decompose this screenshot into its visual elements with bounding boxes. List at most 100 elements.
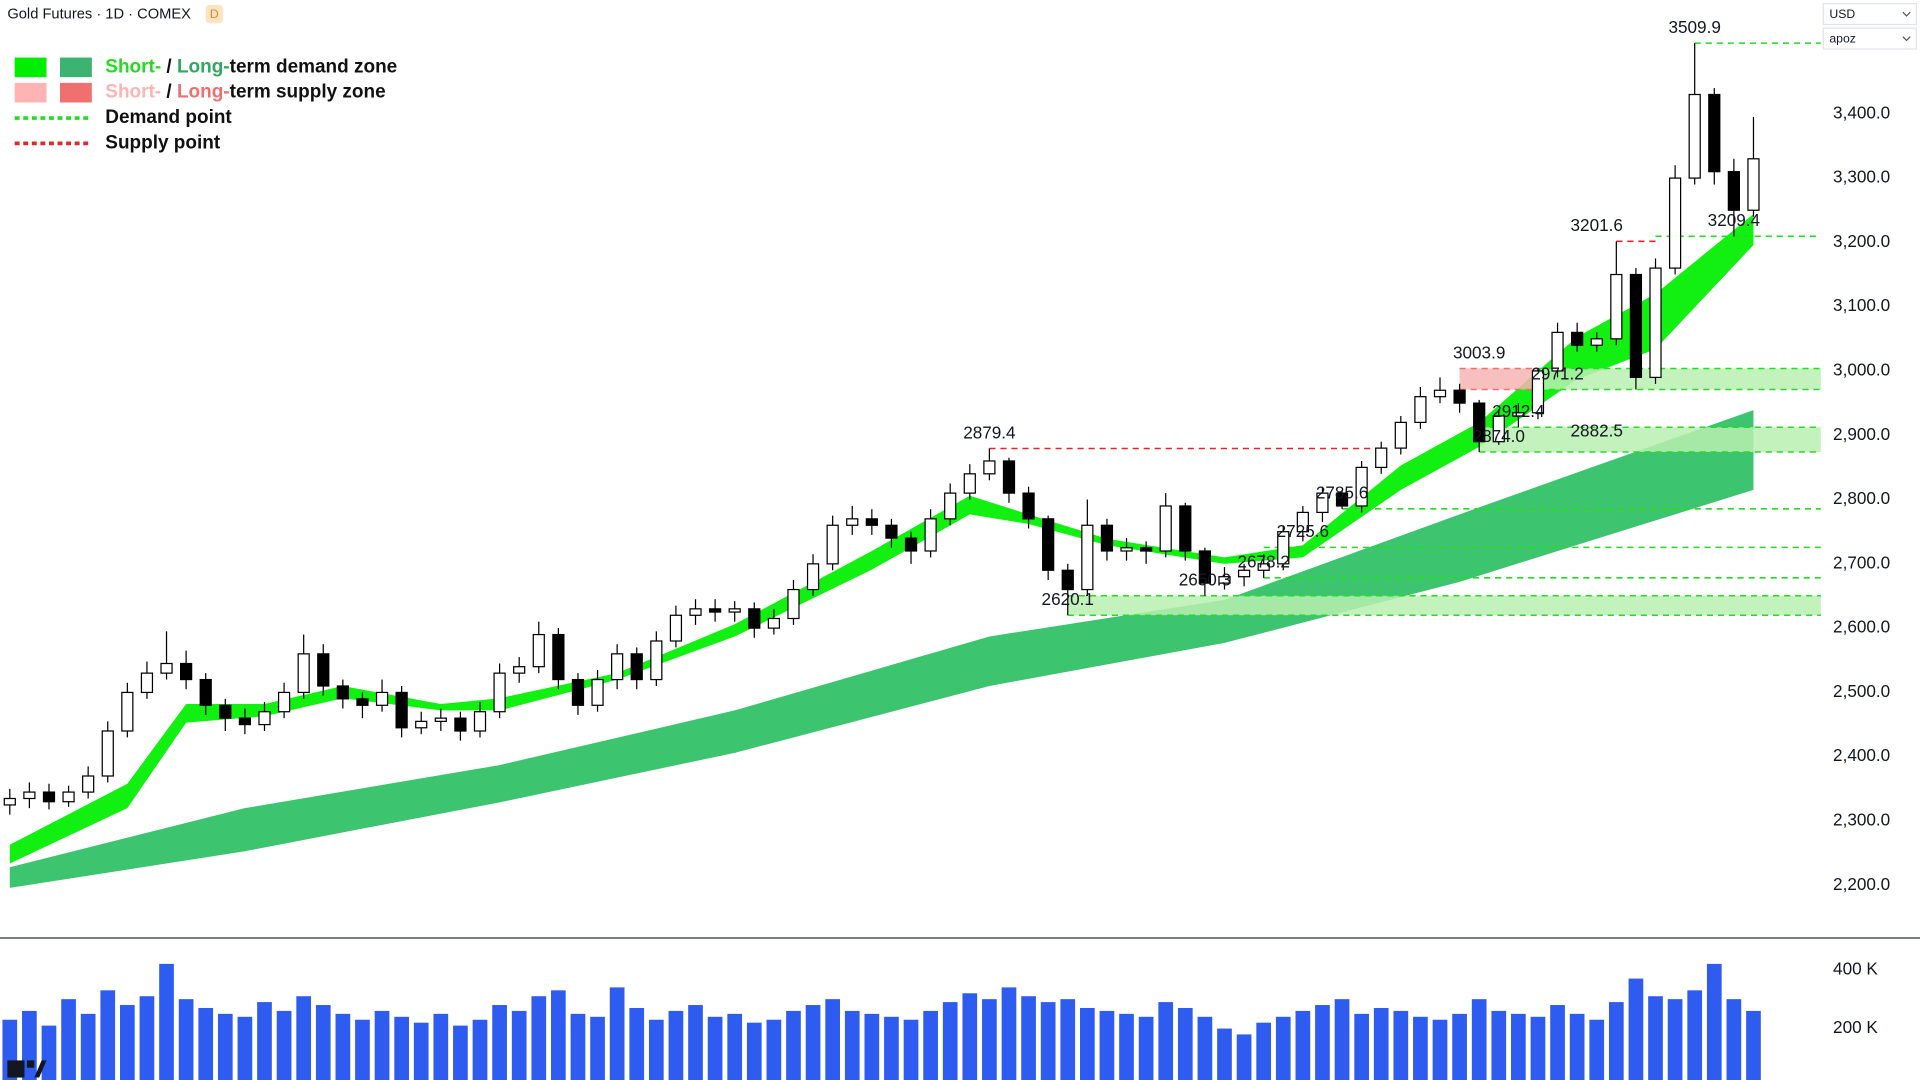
- logo-part: [26, 1060, 35, 1068]
- volume-bar: [727, 1013, 743, 1080]
- bands-layer: [9, 214, 1754, 888]
- volume-bar: [844, 1010, 860, 1080]
- candle-body: [199, 678, 212, 706]
- candle-body: [62, 791, 75, 803]
- candle-body: [1042, 518, 1055, 571]
- volume-tick-label: 200 K: [1833, 1017, 1878, 1037]
- volume-bar: [825, 999, 840, 1080]
- candle-body: [317, 653, 330, 687]
- logo: [7, 1060, 47, 1078]
- dropdown-arrow: [1902, 11, 1911, 17]
- level-label: 2785.6: [1316, 483, 1368, 503]
- volume-bar: [1040, 1002, 1056, 1080]
- volume-bar: [1706, 963, 1722, 1080]
- volume-bar: [668, 1010, 684, 1080]
- candle-body: [1277, 531, 1290, 565]
- candle-body: [1237, 569, 1251, 578]
- candle-body: [1022, 492, 1035, 520]
- volume-bar: [198, 1007, 214, 1080]
- legend-text: term supply zone: [230, 82, 386, 103]
- candle-body: [767, 617, 780, 629]
- level-label: 3201.6: [1571, 215, 1623, 235]
- badge: D: [210, 7, 219, 21]
- volume-bar: [1608, 1002, 1624, 1080]
- volume-bar: [1354, 1013, 1369, 1080]
- demand-zone: [1067, 595, 1821, 616]
- candle-body: [415, 720, 428, 729]
- y-tick-label: 2,200.0: [1833, 874, 1890, 894]
- candle-body: [806, 563, 820, 591]
- y-tick-label: 3,400.0: [1833, 102, 1890, 122]
- legend-text: /: [161, 56, 177, 77]
- volume-bar: [1491, 1010, 1507, 1080]
- y-tick-label: 2,400.0: [1833, 745, 1890, 765]
- volume-bar: [590, 1016, 605, 1080]
- candle-body: [1120, 547, 1133, 552]
- volume-bar: [1080, 1007, 1095, 1080]
- volume-bar: [805, 1005, 821, 1080]
- volume-bar: [551, 990, 566, 1080]
- candle-body: [1061, 569, 1074, 591]
- volume-bar: [942, 1002, 958, 1080]
- candle-body: [493, 672, 506, 713]
- volume-bar: [746, 1022, 762, 1080]
- y-tick-label: 2,900.0: [1833, 424, 1890, 444]
- candle-body: [277, 691, 291, 713]
- candle-body: [885, 524, 898, 539]
- candle-body: [121, 691, 134, 732]
- volume-bar: [1432, 1019, 1448, 1080]
- candle-body: [924, 518, 937, 552]
- candle-body: [140, 672, 154, 694]
- candle-body: [1218, 576, 1231, 584]
- candle-body: [1257, 563, 1270, 571]
- level-label: 2620.1: [1042, 589, 1094, 609]
- candle-body: [1610, 273, 1623, 340]
- unit[interactable]: apoz: [1829, 31, 1856, 45]
- volume-layer: [2, 963, 1761, 1080]
- candle-body: [1727, 171, 1740, 211]
- legend-label: Short- / Long-term supply zone: [105, 82, 385, 103]
- volume-bar: [120, 1005, 135, 1080]
- candle-body: [1296, 511, 1309, 533]
- candle-body: [571, 678, 585, 706]
- candle-body: [454, 717, 467, 732]
- legend-swatch: [60, 57, 92, 78]
- levels-layer: [989, 42, 1821, 579]
- volume-bar: [1295, 1010, 1311, 1080]
- volume-bar: [159, 963, 174, 1080]
- volume-bar: [1138, 1016, 1154, 1080]
- candle-body: [963, 473, 976, 494]
- y-tick-label: 3,100.0: [1833, 295, 1890, 315]
- volume-bar: [433, 1013, 449, 1080]
- volume-bar: [178, 999, 194, 1080]
- volume-bar: [139, 996, 155, 1080]
- volume-bar: [1197, 1016, 1213, 1080]
- volume-bar: [923, 1010, 938, 1080]
- candle-body: [180, 662, 193, 681]
- volume-bar: [413, 1022, 429, 1080]
- candle-body: [1335, 492, 1349, 507]
- candle-body: [1512, 412, 1525, 417]
- volume-bar: [492, 1005, 507, 1080]
- legend-swatch: [14, 57, 47, 78]
- currency-menu[interactable]: [1822, 3, 1917, 26]
- currency[interactable]: USD: [1829, 7, 1855, 21]
- volume-bar: [472, 1019, 488, 1080]
- volume-bar: [531, 996, 547, 1080]
- candle-body: [1002, 460, 1016, 494]
- volume-bar: [237, 1016, 253, 1080]
- unit-menu[interactable]: [1822, 27, 1917, 50]
- volume-bar: [1550, 1005, 1565, 1080]
- candle-body: [1708, 93, 1721, 173]
- demand-band: [9, 410, 1754, 888]
- legend-text: Short-: [105, 82, 161, 103]
- volume-bar: [1001, 987, 1017, 1080]
- candle-body: [82, 775, 95, 793]
- volume-bar: [1373, 1007, 1389, 1080]
- logo-part: [7, 1060, 25, 1078]
- volume-bar: [1746, 1010, 1761, 1080]
- volume-bar: [786, 1010, 801, 1080]
- level-label: 2971.2: [1531, 363, 1583, 383]
